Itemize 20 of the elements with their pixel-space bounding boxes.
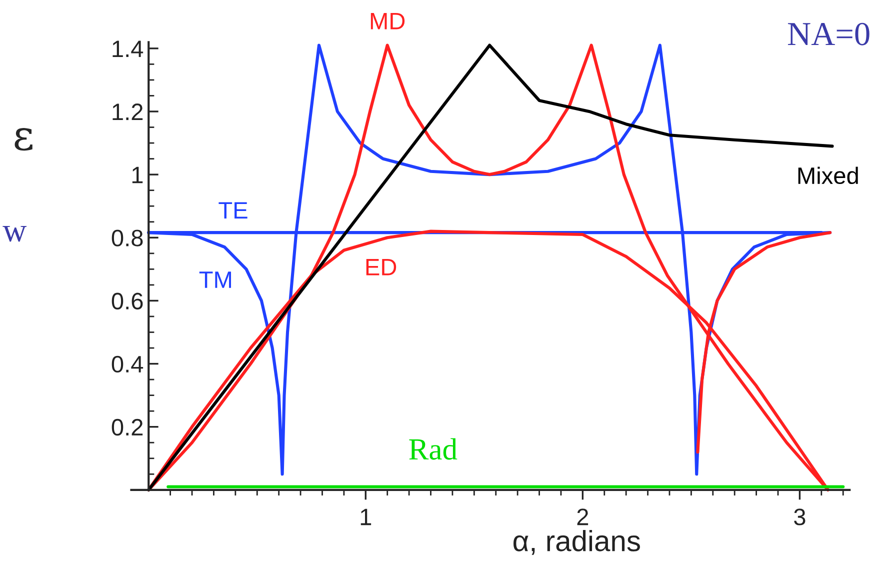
y-tick-label: 1 — [132, 166, 143, 184]
series-label: Rad — [409, 438, 458, 460]
series-label: ED — [366, 259, 396, 276]
x-tick-label: 3 — [794, 508, 806, 526]
series-label: MD — [370, 13, 405, 30]
y-tick-label: 0.4 — [112, 356, 144, 373]
y-tick-label: 1.2 — [112, 104, 143, 120]
series-label: TM — [199, 272, 231, 288]
annotation: NA=0 — [788, 22, 870, 46]
x-tick-label: 1 — [360, 508, 372, 526]
text: w — [2, 226, 27, 242]
y-tick-label: 0.2 — [112, 418, 143, 436]
series-label: TE — [218, 202, 248, 219]
x-tick-label: 2 — [577, 508, 588, 526]
y-tick-label: 0.6 — [112, 292, 143, 310]
y-tick-label: 0.8 — [112, 230, 143, 246]
y-axis-title: ε — [14, 128, 32, 151]
y-tick-label: 1.4 — [112, 40, 144, 57]
series-label: Mixed — [798, 166, 858, 184]
x-axis-title: α, radians — [514, 530, 640, 555]
